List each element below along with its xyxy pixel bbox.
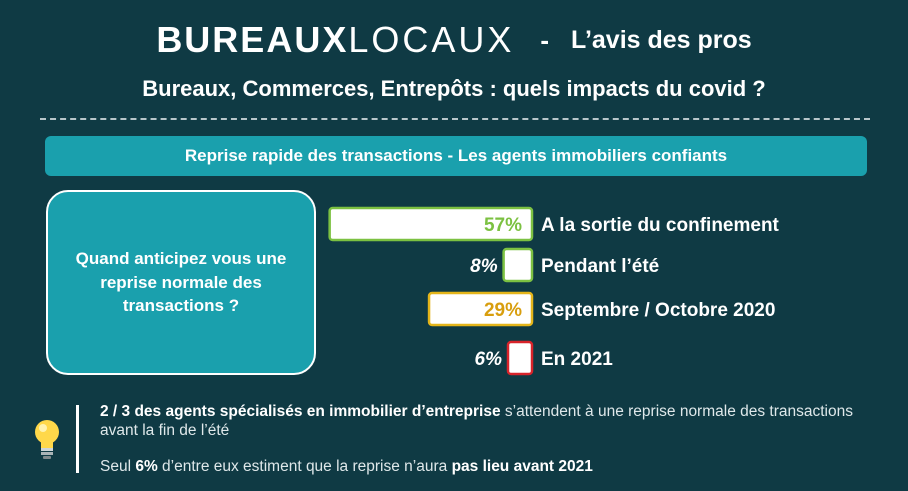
section-banner: Reprise rapide des transactions - Les ag… bbox=[45, 136, 867, 176]
value-label-2: 8% bbox=[470, 256, 498, 277]
category-label-3: Septembre / Octobre 2020 bbox=[541, 300, 775, 321]
bar-chart: 57% A la sortie du confinement 8% Pendant l… bbox=[328, 206, 780, 376]
header-tagline: L’avis des pros bbox=[571, 25, 752, 54]
category-label-1: A la sortie du confinement bbox=[541, 215, 780, 236]
value-label-4: 6% bbox=[475, 349, 503, 370]
footer-line-2: Seul 6% d’entre eux estiment que la repr… bbox=[100, 457, 593, 475]
page-title: Bureaux, Commerces, Entrepôts : quels im… bbox=[142, 76, 766, 101]
bar-2 bbox=[502, 247, 534, 283]
footer-accent-bar bbox=[76, 405, 79, 473]
bar-1 bbox=[328, 206, 534, 242]
dashed-divider bbox=[40, 118, 870, 120]
value-label-3: 29% bbox=[484, 300, 522, 321]
category-label-4: En 2021 bbox=[541, 349, 613, 370]
question-box: Quand anticipez vous une reprise normale… bbox=[46, 190, 316, 375]
header: BUREAUXLOCAUX - L’avis des pros bbox=[0, 22, 908, 58]
brand-logo: BUREAUXLOCAUX bbox=[156, 19, 515, 60]
footer-line-1: 2 / 3 des agents spécialisés en immobili… bbox=[100, 403, 853, 440]
footer-text: 2 / 3 des agents spécialisés en immobili… bbox=[100, 402, 890, 476]
lightbulb-icon bbox=[35, 420, 59, 459]
bar-4 bbox=[506, 340, 534, 376]
header-separator: - bbox=[540, 24, 550, 55]
category-label-2: Pendant l’été bbox=[541, 256, 659, 277]
value-label-1: 57% bbox=[484, 215, 522, 236]
bar-3 bbox=[427, 291, 534, 327]
